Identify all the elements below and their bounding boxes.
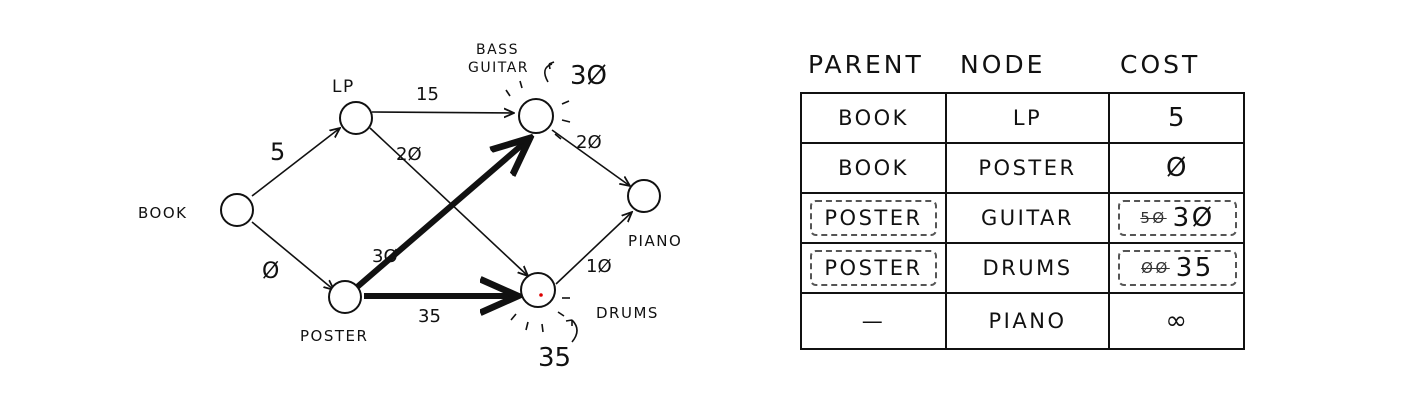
edge-guitar-piano	[551, 129, 630, 186]
weight-poster-drums: 35	[418, 306, 441, 327]
column-divider	[1108, 94, 1110, 348]
node-poster	[328, 280, 362, 314]
table-row: POSTER DRUMS ØØ 35	[802, 244, 1243, 294]
edge-book-lp	[251, 128, 340, 197]
weight-lp-drums: 2Ø	[396, 144, 422, 165]
node-guitar	[518, 98, 554, 134]
cell-node: POSTER	[978, 156, 1077, 180]
weight-guitar-piano: 2Ø	[576, 132, 602, 153]
cell-cost: 5	[1167, 103, 1188, 133]
cell-cost: ØØ 35	[1110, 244, 1245, 292]
label-bass: BASS	[476, 42, 519, 58]
edge-poster-guitar	[354, 138, 530, 291]
guitar-burst	[505, 61, 571, 140]
drums-burst	[510, 297, 578, 343]
cell-parent: BOOK	[838, 156, 909, 180]
edge-drums-piano	[555, 212, 632, 285]
cell-parent: POSTER	[802, 194, 945, 242]
old-cost: ØØ	[1141, 259, 1170, 277]
weight-poster-guitar: 3Ø	[372, 246, 398, 267]
weight-lp-guitar: 15	[416, 84, 439, 105]
table-row: POSTER GUITAR 5Ø 3Ø	[802, 194, 1243, 244]
graph-diagram: BOOK LP BASS GUITAR PIANO POSTER DRUMS 5…	[138, 42, 682, 373]
node-drums	[520, 272, 556, 308]
table-row: BOOK POSTER Ø	[802, 144, 1243, 194]
cell-node: LP	[1012, 106, 1043, 130]
cell-cost: 5Ø 3Ø	[1110, 194, 1245, 242]
cell-parent-text: POSTER	[824, 206, 923, 230]
cell-parent: —	[861, 309, 886, 333]
drums-cost-annotation: 35	[538, 343, 571, 373]
column-divider	[945, 94, 947, 348]
node-book	[220, 193, 254, 227]
label-poster: POSTER	[300, 327, 368, 345]
guitar-cost-annotation: 3Ø	[570, 61, 607, 91]
label-piano: PIANO	[628, 232, 682, 250]
table-row: BOOK LP 5	[802, 94, 1243, 144]
weight-drums-piano: 1Ø	[586, 256, 612, 277]
drums-red-dot	[539, 293, 543, 297]
header-node: NODE	[960, 50, 1046, 79]
cell-parent-text: POSTER	[824, 256, 923, 280]
node-piano	[627, 179, 661, 213]
cell-cost: Ø	[1166, 153, 1189, 183]
weight-book-lp: 5	[270, 138, 285, 166]
new-cost: 35	[1175, 253, 1214, 283]
header-cost: COST	[1120, 50, 1201, 79]
node-lp	[339, 101, 373, 135]
cost-table: PARENT NODE COST BOOK LP 5 BOOK POSTER Ø…	[800, 50, 1260, 360]
table-row: — PIANO ∞	[802, 294, 1243, 348]
table-grid: BOOK LP 5 BOOK POSTER Ø POSTER GUITAR 5Ø…	[800, 92, 1245, 350]
label-book: BOOK	[138, 204, 187, 222]
edge-book-poster	[251, 221, 334, 290]
edge-lp-guitar	[371, 112, 514, 113]
cell-cost: ∞	[1165, 306, 1190, 336]
cell-node: PIANO	[988, 309, 1067, 333]
header-parent: PARENT	[808, 50, 924, 79]
cell-parent: BOOK	[838, 106, 909, 130]
cell-node: GUITAR	[981, 206, 1074, 230]
old-cost: 5Ø	[1140, 209, 1167, 227]
weight-book-poster: Ø	[262, 259, 279, 284]
cell-parent: POSTER	[802, 244, 945, 292]
label-guitar: GUITAR	[468, 60, 529, 76]
label-lp: LP	[332, 77, 355, 97]
edge-lp-drums	[369, 127, 528, 276]
cell-node: DRUMS	[982, 256, 1073, 280]
new-cost: 3Ø	[1172, 203, 1215, 233]
label-drums: DRUMS	[596, 304, 659, 322]
